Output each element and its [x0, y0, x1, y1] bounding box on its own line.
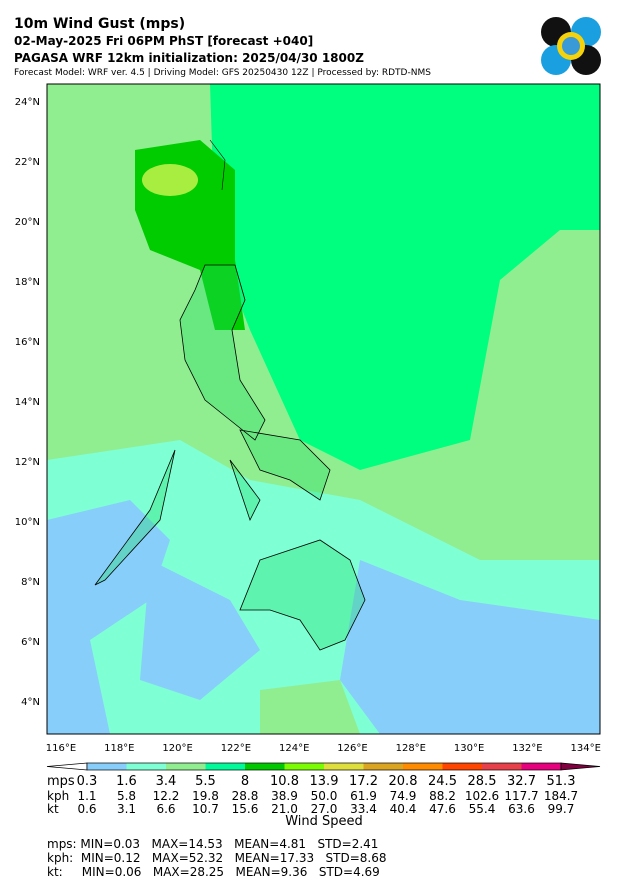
colorbar-value: 10.8	[270, 774, 299, 789]
lon-label: 120°E	[162, 743, 192, 754]
colorbar-segment	[284, 763, 324, 770]
colorbar-value: 12.2	[153, 789, 180, 803]
colorbar-value: 3.4	[156, 774, 177, 789]
stat-line: kt: MIN=0.06 MAX=28.25 MEAN=9.36 STD=4.6…	[47, 865, 380, 879]
colorbar: mps 0.3 1.6 3.4 5.5 8 10.8 13.9 17.2 20.8 24.5 28.5…	[46, 762, 601, 816]
lat-label: 14°N	[15, 397, 40, 408]
colorbar-value: 6.6	[156, 802, 175, 816]
colorbar-value: 0.3	[77, 774, 98, 789]
stat-line: mps: MIN=0.03 MAX=14.53 MEAN=4.81 STD=2.…	[47, 837, 378, 851]
statistics: mps: MIN=0.03 MAX=14.53 MEAN=4.81 STD=2.…	[47, 837, 387, 879]
colorbar-segment	[442, 763, 482, 770]
map	[46, 83, 601, 735]
lat-label: 8°N	[21, 577, 40, 588]
colorbar-value: 99.7	[548, 802, 575, 816]
colorbar-value: 20.8	[389, 774, 418, 789]
colorbar-value: 8	[241, 774, 249, 789]
lon-label: 122°E	[221, 743, 251, 754]
colorbar-value: 28.5	[468, 774, 497, 789]
colorbar-value: 61.9	[350, 789, 377, 803]
colorbar-value: 74.9	[390, 789, 417, 803]
colorbar-value: 15.6	[232, 802, 259, 816]
colorbar-value: 5.5	[195, 774, 216, 789]
lat-label: 24°N	[15, 97, 40, 108]
lat-label: 18°N	[15, 277, 40, 288]
colorbar-value: 19.8	[192, 789, 219, 803]
colorbar-segment	[403, 763, 443, 770]
subtitle: 02-May-2025 Fri 06PM PhST [forecast +040…	[14, 34, 313, 48]
stat-line: kph: MIN=0.12 MAX=52.32 MEAN=17.33 STD=8…	[47, 851, 387, 865]
colorbar-value: 32.7	[507, 774, 536, 789]
lon-label: 116°E	[46, 743, 76, 754]
colorbar-value: 13.9	[310, 774, 339, 789]
lon-label: 124°E	[279, 743, 309, 754]
initialization: PAGASA WRF 12km initialization: 2025/04/…	[14, 51, 364, 65]
colorbar-label: Wind Speed	[285, 814, 363, 829]
colorbar-value: 88.2	[429, 789, 456, 803]
colorbar-segment	[245, 763, 285, 770]
lon-label: 130°E	[454, 743, 484, 754]
colorbar-segment	[126, 763, 166, 770]
colorbar-value: 51.3	[547, 774, 576, 789]
colorbar-segment	[324, 763, 364, 770]
colorbar-segment	[166, 763, 206, 770]
lon-labels: 116°E 118°E 120°E 122°E 124°E 126°E 128°E 130°E…	[46, 743, 601, 754]
colorbar-value: 55.4	[469, 802, 496, 816]
lat-label: 22°N	[15, 157, 40, 168]
colorbar-value: 27.0	[311, 802, 338, 816]
colorbar-value: 47.6	[429, 802, 456, 816]
colorbar-value: 17.2	[349, 774, 378, 789]
lat-labels: 24°N 22°N 20°N 18°N 16°N 14°N 12°N 10°N 8°N 6°N 4°…	[15, 97, 40, 708]
colorbar-value: 33.4	[350, 802, 377, 816]
colorbar-value: 3.1	[117, 802, 136, 816]
unit-label: mps	[47, 774, 75, 789]
colorbar-over	[560, 762, 601, 771]
colorbar-value: 21.0	[271, 802, 298, 816]
colorbar-value: 38.9	[271, 789, 298, 803]
lon-label: 128°E	[396, 743, 426, 754]
lat-label: 20°N	[15, 217, 40, 228]
logo	[541, 17, 601, 75]
lat-label: 12°N	[15, 457, 40, 468]
model-info: Forecast Model: WRF ver. 4.5 | Driving M…	[14, 68, 431, 78]
colorbar-value: 184.7	[544, 789, 578, 803]
colorbar-value: 50.0	[311, 789, 338, 803]
colorbar-value: 28.8	[232, 789, 259, 803]
colorbar-value: 1.1	[77, 789, 96, 803]
colorbar-segment	[482, 763, 522, 770]
colorbar-value: 10.7	[192, 802, 219, 816]
colorbar-under	[46, 762, 88, 771]
unit-label: kt	[47, 802, 59, 816]
colorbar-value: 117.7	[504, 789, 538, 803]
lat-label: 6°N	[21, 637, 40, 648]
colorbar-value: 40.4	[390, 802, 417, 816]
colorbar-value: 63.6	[508, 802, 535, 816]
colorbar-value: 5.8	[117, 789, 136, 803]
colorbar-segment	[205, 763, 245, 770]
colorbar-frame	[86, 762, 562, 771]
colorbar-value: 0.6	[77, 802, 96, 816]
colorbar-segment	[521, 763, 561, 770]
colorbar-segment	[363, 763, 403, 770]
lon-label: 132°E	[512, 743, 542, 754]
unit-label: kph	[47, 789, 69, 803]
lat-label: 4°N	[21, 697, 40, 708]
colorbar-value: 1.6	[116, 774, 137, 789]
lat-label: 10°N	[15, 517, 40, 528]
colorbar-value: 102.6	[465, 789, 499, 803]
colorbar-value: 24.5	[428, 774, 457, 789]
lon-label: 126°E	[337, 743, 367, 754]
title: 10m Wind Gust (mps)	[14, 16, 185, 32]
lon-label: 134°E	[570, 743, 600, 754]
colorbar-segment	[87, 763, 127, 770]
lon-label: 118°E	[104, 743, 134, 754]
lat-label: 16°N	[15, 337, 40, 348]
